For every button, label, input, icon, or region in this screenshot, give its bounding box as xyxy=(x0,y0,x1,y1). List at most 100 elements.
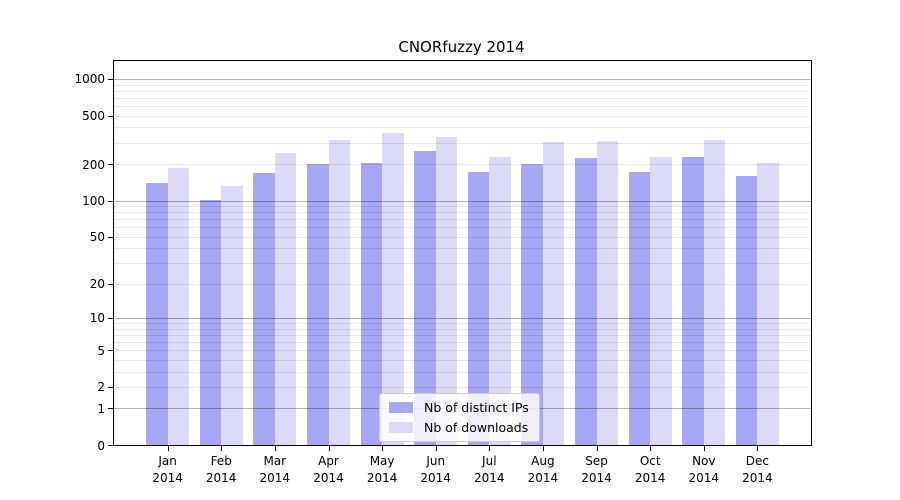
minor-gridline-200 xyxy=(114,164,811,165)
y-tick-label-500: 500 xyxy=(82,109,105,124)
minor-gridline-9 xyxy=(114,323,811,324)
y-tick-2 xyxy=(108,386,113,388)
x-tick-may xyxy=(382,446,384,451)
legend-swatch-downloads-icon xyxy=(389,422,413,433)
y-tick-label-50: 50 xyxy=(89,230,105,245)
legend-entry-downloads: Nb of downloads xyxy=(389,420,529,435)
bar-sep-downloads xyxy=(596,140,618,445)
minor-gridline-8 xyxy=(114,328,811,330)
y-tick-10 xyxy=(108,317,113,319)
bar-feb-downloads xyxy=(221,185,243,445)
y-tick-50 xyxy=(108,236,113,238)
minor-gridline-40 xyxy=(114,248,811,250)
legend-swatch-distinct-ips-icon xyxy=(389,402,413,413)
bar-aug-downloads xyxy=(542,141,565,445)
x-tick-oct xyxy=(650,446,652,451)
x-tick-mar xyxy=(274,446,276,451)
bar-apr-downloads xyxy=(328,140,350,445)
y-tick-5 xyxy=(108,350,113,352)
chart-title: CNORfuzzy 2014 xyxy=(398,38,525,56)
minor-gridline-700 xyxy=(114,97,811,99)
bar-jun-downloads xyxy=(435,137,458,445)
legend: Nb of distinct IPs Nb of downloads xyxy=(379,393,540,442)
x-tick-label-aug: Aug 2014 xyxy=(527,454,559,485)
x-tick-label-apr: Apr 2014 xyxy=(313,454,344,485)
bar-may-distinct-ips xyxy=(360,162,383,445)
legend-label-downloads: Nb of downloads xyxy=(424,420,529,435)
minor-gridline-3 xyxy=(114,371,811,373)
x-tick-label-jan: Jan 2014 xyxy=(152,454,183,485)
bar-mar-distinct-ips xyxy=(253,172,275,445)
y-tick-200 xyxy=(108,164,113,165)
bar-nov-downloads xyxy=(703,139,726,445)
y-tick-1000 xyxy=(108,78,113,80)
x-tick-sep xyxy=(596,446,598,451)
major-gridline-10 xyxy=(114,317,811,319)
plot-area: Nb of distinct IPs Nb of downloads 0 1 2 5 1… xyxy=(74,60,812,485)
bar-nov-distinct-ips xyxy=(682,156,704,445)
x-tick-nov xyxy=(703,446,705,451)
x-tick-label-feb: Feb 2014 xyxy=(205,454,237,485)
y-tick-label-20: 20 xyxy=(89,277,105,292)
bar-dec-distinct-ips xyxy=(735,176,758,445)
y-tick-100 xyxy=(108,200,113,202)
x-tick-label-may: May 2014 xyxy=(366,454,398,485)
x-tick-label-mar: Mar 2014 xyxy=(259,454,291,485)
y-tick-0 xyxy=(108,445,113,446)
y-tick-label-5: 5 xyxy=(97,343,105,358)
minor-gridline-5 xyxy=(114,350,811,352)
x-tick-jul xyxy=(489,446,491,451)
minor-gridline-900 xyxy=(114,84,811,86)
x-tick-apr xyxy=(328,446,330,451)
x-tick-label-oct: Oct 2014 xyxy=(634,454,666,485)
bar-may-downloads xyxy=(382,132,404,445)
bar-mar-downloads xyxy=(274,153,297,445)
bar-jan-downloads xyxy=(167,168,190,445)
minor-gridline-70 xyxy=(114,219,811,221)
bar-jun-distinct-ips xyxy=(414,151,436,445)
minor-gridline-600 xyxy=(114,106,811,107)
major-gridline-100 xyxy=(114,200,811,202)
x-tick-dec xyxy=(757,446,759,451)
y-tick-label-2: 2 xyxy=(97,380,105,395)
y-tick-label-100: 100 xyxy=(82,194,105,208)
y-tick-20 xyxy=(108,283,113,285)
minor-gridline-2 xyxy=(114,386,811,388)
minor-gridline-4 xyxy=(114,359,811,361)
y-tick-label-200: 200 xyxy=(82,157,105,172)
bar-jul-downloads xyxy=(489,156,511,445)
bar-dec-downloads xyxy=(757,163,779,445)
bar-feb-distinct-ips xyxy=(199,199,222,445)
legend-entry-distinct-ips: Nb of distinct IPs xyxy=(389,400,529,415)
minor-gridline-80 xyxy=(114,212,811,214)
bar-sep-distinct-ips xyxy=(575,157,597,445)
y-tick-label-0: 0 xyxy=(97,438,105,453)
minor-gridline-90 xyxy=(114,206,811,207)
x-tick-label-nov: Nov 2014 xyxy=(688,454,720,485)
bar-jan-distinct-ips xyxy=(146,183,168,445)
minor-gridline-800 xyxy=(114,90,811,92)
x-tick-jan xyxy=(167,446,169,451)
minor-gridline-20 xyxy=(114,283,811,285)
major-gridline-1000 xyxy=(114,78,811,80)
x-tick-aug xyxy=(542,446,544,451)
bar-oct-distinct-ips xyxy=(628,172,651,445)
bar-jul-distinct-ips xyxy=(467,172,490,445)
y-tick-500 xyxy=(108,115,113,117)
y-tick-label-1: 1 xyxy=(97,401,105,416)
minor-gridline-7 xyxy=(114,334,811,336)
minor-gridline-50 xyxy=(114,236,811,238)
y-tick-1 xyxy=(108,408,113,410)
x-tick-feb xyxy=(221,446,223,451)
x-tick-label-dec: Dec 2014 xyxy=(742,454,773,485)
minor-gridline-30 xyxy=(114,263,811,265)
legend-label-distinct-ips: Nb of distinct IPs xyxy=(424,400,529,415)
minor-gridline-6 xyxy=(114,341,811,343)
bar-oct-downloads xyxy=(650,157,672,445)
bar-aug-distinct-ips xyxy=(521,164,543,445)
minor-gridline-60 xyxy=(114,227,811,229)
minor-gridline-400 xyxy=(114,127,811,129)
x-tick-label-jul: Jul 2014 xyxy=(474,454,505,485)
minor-gridline-500 xyxy=(114,115,811,117)
